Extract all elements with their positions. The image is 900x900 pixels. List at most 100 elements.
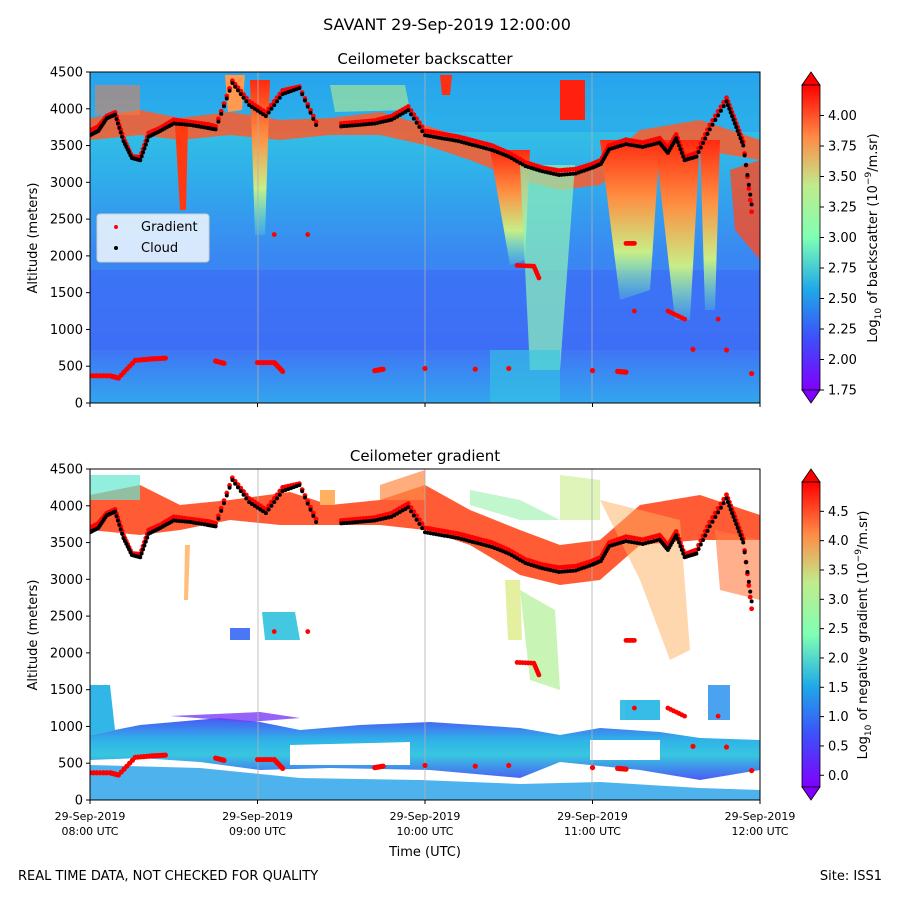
gradient-point — [313, 516, 319, 522]
cloud-point — [679, 547, 684, 552]
cloud-point — [735, 525, 740, 530]
cloud-point — [745, 569, 750, 574]
cloud-point — [308, 110, 313, 115]
cloud-point — [745, 172, 750, 177]
x-tick-label: 29-Sep-2019 — [390, 810, 461, 823]
cloud-point — [114, 514, 119, 519]
cloud-point — [718, 505, 723, 510]
y-tick-label: 1000 — [50, 720, 83, 735]
cloud-point — [696, 150, 701, 155]
cloud-point — [675, 536, 680, 541]
cloud-point — [677, 540, 682, 545]
cloud-point — [117, 522, 122, 527]
gradient-point — [506, 365, 512, 372]
gradient-point — [682, 316, 688, 322]
gradient-point — [271, 629, 277, 634]
cloud-point — [710, 122, 715, 127]
cloud-point — [266, 507, 271, 512]
cloud-point — [238, 489, 243, 494]
cloud-point — [406, 108, 411, 113]
cloud-point — [227, 88, 232, 93]
colorbar-tick-label: 3.25 — [828, 201, 857, 216]
cloud-point — [674, 533, 679, 538]
gradient-title: Ceilometer gradient — [350, 447, 500, 465]
cloud-point — [748, 589, 753, 594]
gradient-gridlines — [257, 469, 593, 800]
cloud-point — [742, 153, 747, 158]
colorbar-tick-label: 2.00 — [828, 353, 857, 368]
x-tick-label: 29-Sep-2019 — [725, 810, 796, 823]
y-tick-label: 3000 — [50, 573, 83, 588]
legend-cloud-marker — [114, 246, 118, 250]
cloud-point — [737, 132, 742, 137]
cloud-point — [118, 130, 123, 135]
cloud-point — [216, 516, 221, 521]
gradient-panel: Ceilometer gradient — [26, 447, 874, 860]
legend-gradient-label: Gradient — [141, 220, 198, 235]
cloud-point — [694, 154, 699, 159]
cloud-point — [230, 81, 235, 86]
backscatter-y-ticks: 0 500 1000 1500 2000 2500 3000 3500 4000 4500 — [50, 66, 90, 412]
cloud-point — [721, 104, 726, 109]
cloud-point — [120, 531, 125, 536]
gradient-point — [216, 116, 221, 122]
cloud-point — [266, 110, 271, 115]
cloud-point — [703, 136, 708, 141]
cloud-point — [737, 529, 742, 534]
gradient-point — [305, 232, 311, 237]
gradient-point — [715, 713, 721, 719]
gradient-colorbar: 0.0 0.5 1.0 1.5 2.0 2.5 3.0 3.5 4.0 4.5 Log10 of … — [801, 468, 874, 801]
cloud-point — [721, 501, 726, 506]
cloud-point — [277, 492, 282, 497]
cloud-point — [744, 163, 749, 168]
cloud-point — [681, 154, 686, 159]
backscatter-ylabel: Altitude (meters) — [26, 183, 41, 294]
cloud-point — [142, 543, 147, 548]
gradient-point — [631, 308, 637, 314]
gradient-point — [380, 366, 386, 372]
cloud-point — [115, 121, 120, 126]
site-label: Site: ISS1 — [819, 869, 882, 884]
y-tick-label: 2500 — [50, 610, 83, 625]
cloud-point — [297, 86, 302, 91]
cloud-point — [728, 110, 733, 115]
cloud-point — [263, 114, 268, 119]
cloud-point — [113, 112, 118, 117]
cloud-point — [732, 121, 737, 126]
cloud-point — [732, 518, 737, 523]
y-tick-label: 2000 — [50, 646, 83, 661]
cloud-point — [272, 500, 277, 505]
colorbar-tick-label: 2.25 — [828, 323, 857, 338]
gradient-point — [673, 132, 679, 137]
cloud-point — [113, 509, 118, 514]
cloud-point — [698, 542, 703, 547]
cloud-point — [269, 503, 274, 508]
cloud-point — [272, 103, 277, 108]
colorbar-tick-label: 0.0 — [828, 769, 849, 784]
cloud-point — [138, 158, 143, 163]
cloud-point — [213, 524, 218, 529]
cloud-point — [300, 92, 305, 97]
cloud-point — [705, 528, 710, 533]
gradient-markers — [90, 475, 755, 778]
colorbar-tick-label: 4.0 — [828, 534, 849, 549]
cloud-point — [305, 104, 310, 109]
gradient-point — [747, 197, 753, 203]
gradient-xlabel: Time (UTC) — [388, 845, 461, 860]
y-tick-label: 4500 — [50, 66, 83, 81]
cloud-point — [118, 527, 123, 532]
colorbar-tick-label: 3.00 — [828, 231, 857, 246]
cloud-point — [409, 112, 414, 117]
cloud-point — [219, 111, 224, 116]
cloud-point — [241, 95, 246, 100]
y-tick-label: 500 — [58, 360, 83, 375]
gradient-point — [723, 347, 730, 353]
y-tick-label: 3000 — [50, 176, 83, 191]
colorbar-tick-label: 2.5 — [828, 622, 849, 637]
gradient-point — [536, 672, 542, 678]
cloud-point — [142, 146, 147, 151]
y-tick-label: 0 — [75, 794, 83, 809]
cloud-point — [417, 124, 422, 129]
cloud-point — [734, 522, 739, 527]
